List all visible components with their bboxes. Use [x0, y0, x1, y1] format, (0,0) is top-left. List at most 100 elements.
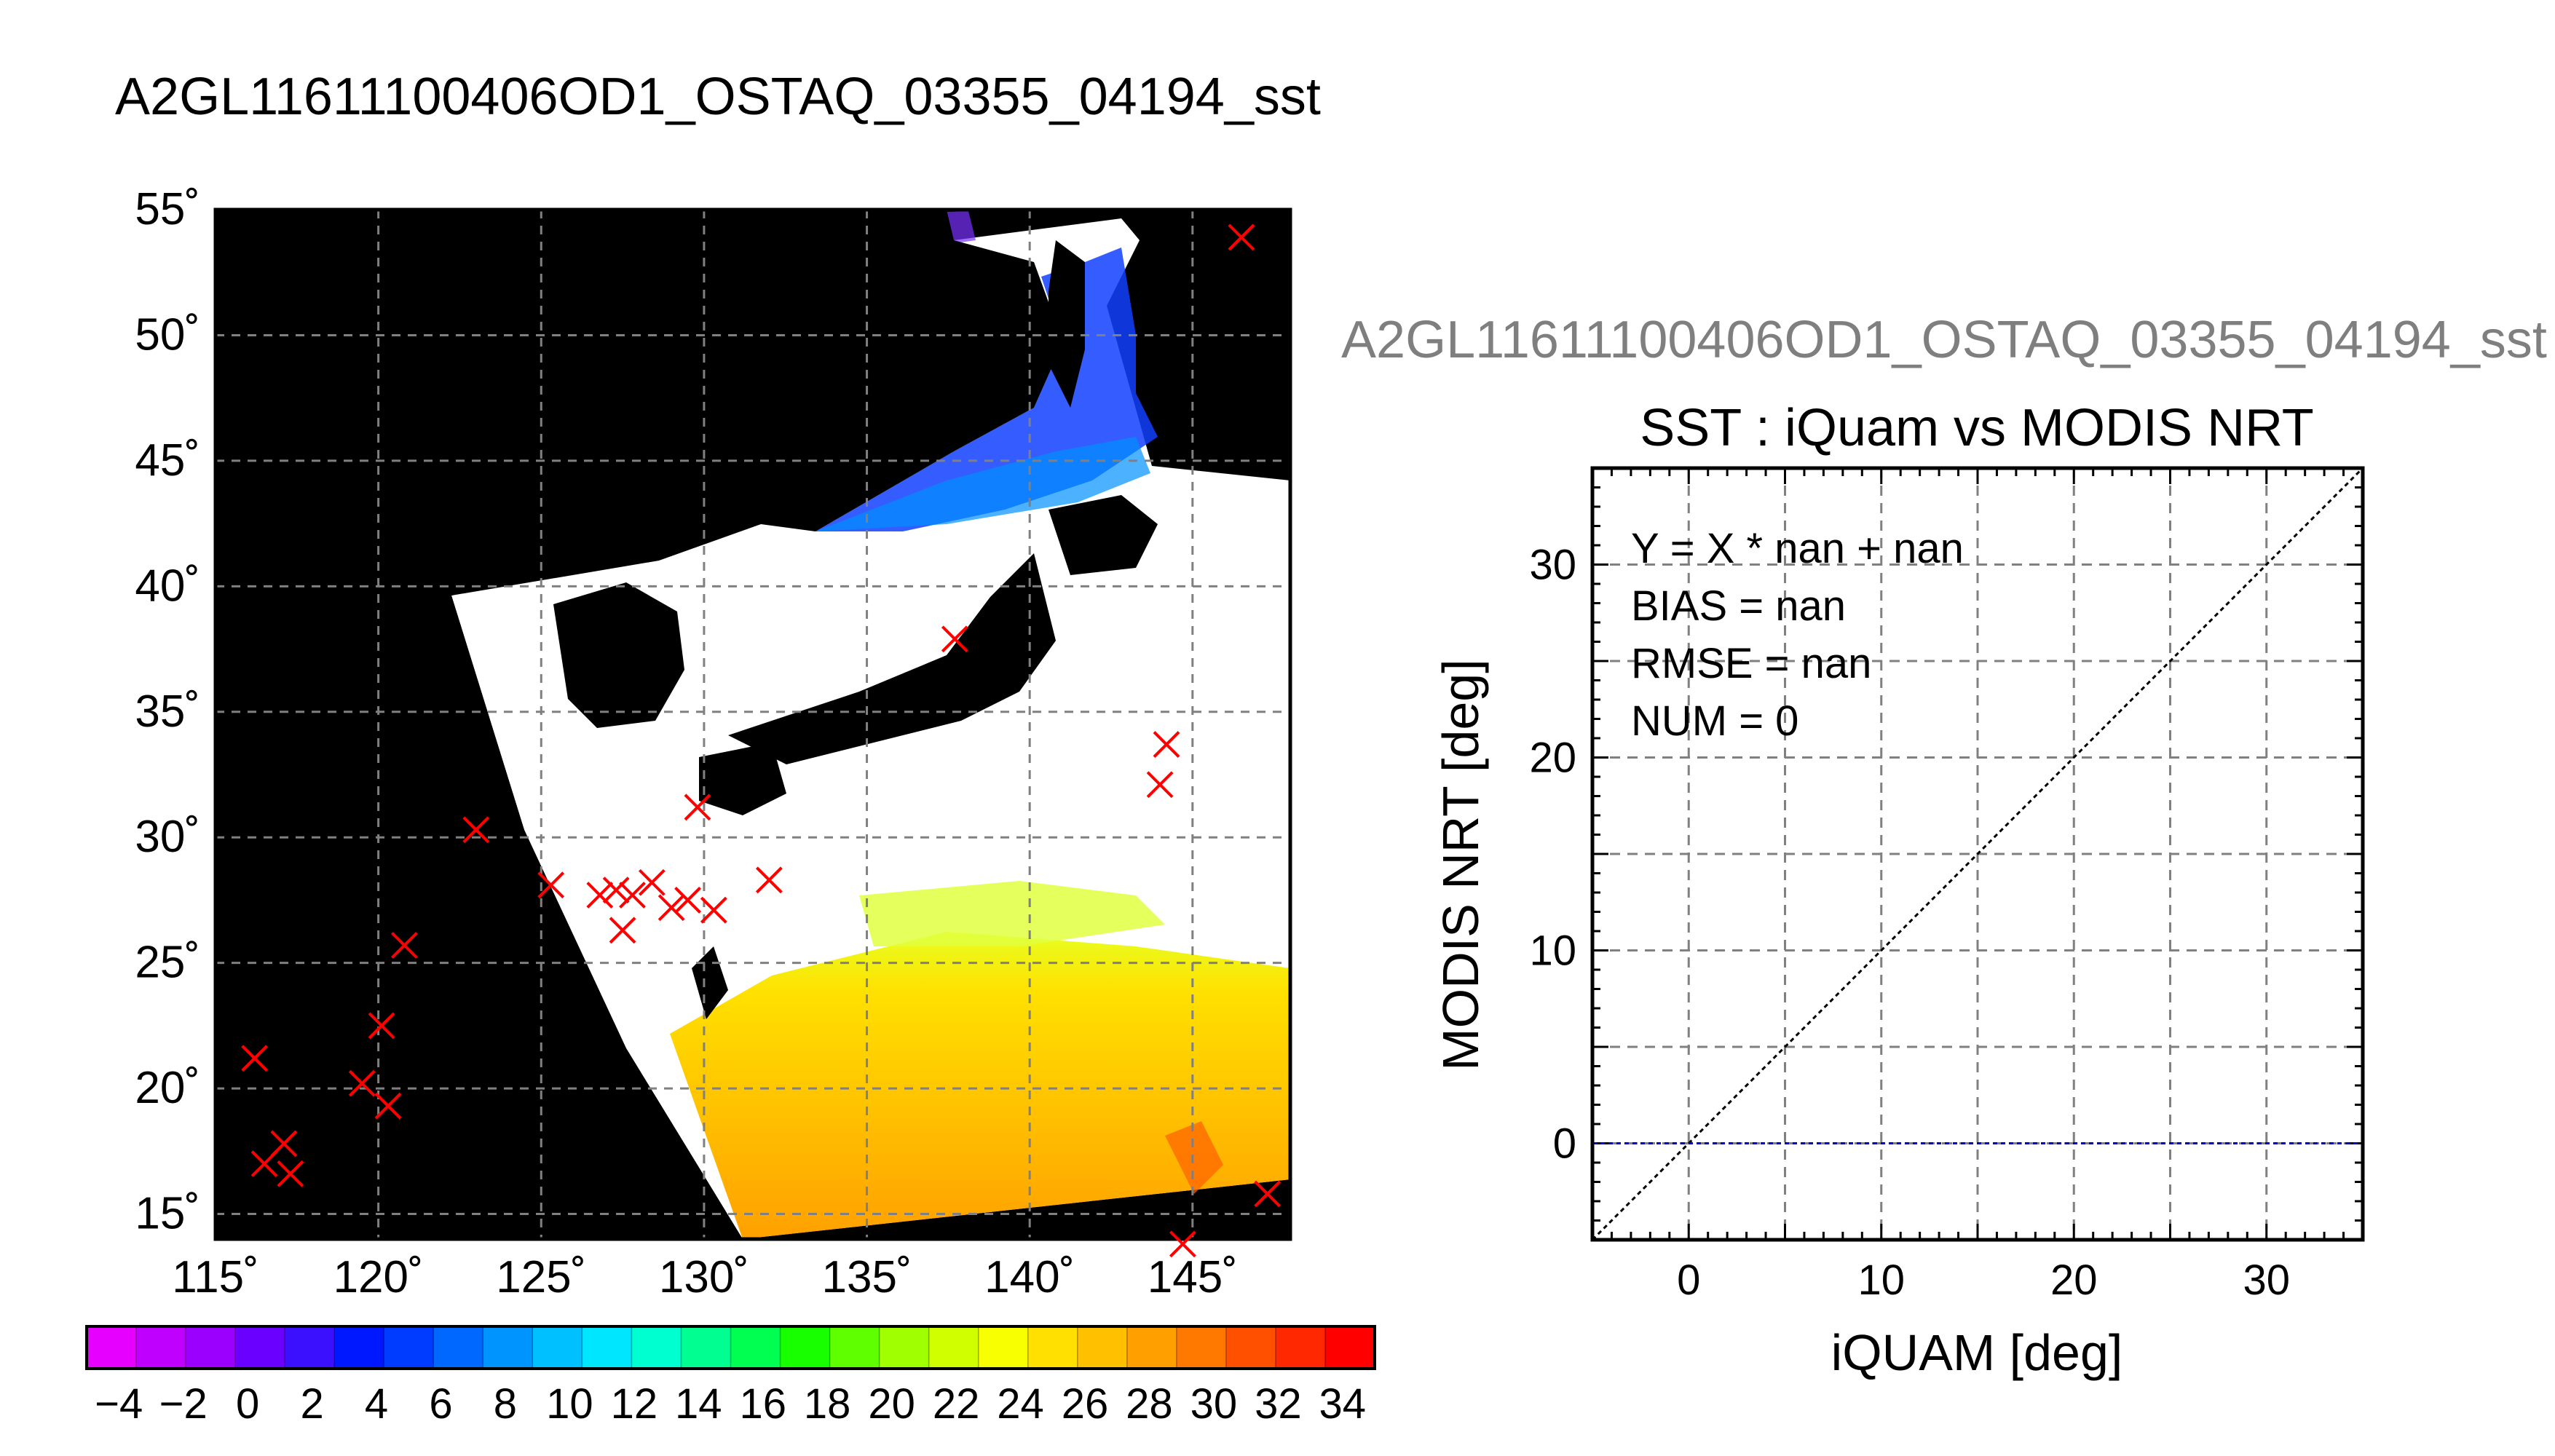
colorbar-cell [235, 1326, 286, 1369]
iquam-marker [700, 896, 727, 924]
scatter-ytick-label: 30 [1529, 542, 1576, 589]
iquam-marker [1228, 223, 1255, 251]
scatter-xtick-label: 30 [2243, 1257, 2290, 1304]
map-lat-label: 35˚ [135, 687, 200, 737]
stat-bias: BIAS = nan [1631, 582, 1846, 630]
scatter-ylabel: MODIS NRT [deg] [1432, 659, 1489, 1070]
colorbar-cell [87, 1326, 138, 1369]
colorbar-cell [879, 1326, 930, 1369]
iquam-marker [602, 877, 630, 904]
scatter-frame [1590, 466, 2365, 1242]
scatter-xtick-label: 10 [1857, 1257, 1905, 1304]
taiwan [692, 946, 728, 1019]
iquam-marker [638, 869, 666, 896]
iquam-marker [1169, 1230, 1196, 1258]
stat-fit: Y = X * nan + nan [1631, 525, 1964, 572]
colorbar-cell [928, 1326, 979, 1369]
iquam-marker [1153, 731, 1180, 759]
colorbar-label: 2 [300, 1380, 323, 1428]
japan-kyushu [699, 743, 786, 815]
map-lon-label: 120˚ [333, 1252, 424, 1302]
map-lat-label: 30˚ [135, 812, 200, 862]
map-lat-label: 20˚ [135, 1063, 200, 1113]
map-lat-label: 25˚ [135, 938, 200, 988]
scatter-xtick-label: 20 [2050, 1257, 2098, 1304]
iquam-marker [586, 882, 614, 909]
iquam-marker [619, 882, 646, 909]
iquam-marker [462, 816, 490, 844]
iquam-marker [684, 794, 711, 821]
colorbar-cell [433, 1326, 484, 1369]
colorbar-cell [829, 1326, 880, 1369]
asian-mainland [216, 210, 1063, 1239]
map-lat-label: 45˚ [135, 435, 200, 486]
colorbar-cell [1126, 1326, 1177, 1369]
stat-num: NUM = 0 [1631, 697, 1798, 745]
colorbar-cell [384, 1326, 435, 1369]
colorbar-label: 32 [1255, 1380, 1302, 1428]
iquam-marker [368, 1012, 395, 1040]
map-lon-label: 125˚ [496, 1252, 586, 1302]
iquam-marker [348, 1069, 376, 1097]
iquam-marker [241, 1045, 269, 1072]
colorbar-cell [631, 1326, 682, 1369]
colorbar-cell [1077, 1326, 1128, 1369]
map-lat-label: 15˚ [135, 1189, 200, 1239]
colorbar-label: 16 [739, 1380, 786, 1428]
colorbar-cell [978, 1326, 1029, 1369]
page-title: A2GL11611100406OD1_OSTAQ_03355_04194_sst [115, 68, 1321, 126]
colorbar-label: −4 [95, 1380, 143, 1428]
map-lon-label: 140˚ [984, 1252, 1075, 1302]
iquam-marker [941, 625, 968, 653]
colorbar-label: 18 [804, 1380, 851, 1428]
iquam-marker [674, 887, 701, 914]
colorbar-label: 8 [494, 1380, 517, 1428]
colorbar-label: 34 [1319, 1380, 1367, 1428]
colorbar-cell [1275, 1326, 1326, 1369]
identity-line [1591, 467, 2364, 1241]
colorbar-label: 26 [1062, 1380, 1109, 1428]
colorbar-label: 10 [546, 1380, 593, 1428]
colorbar-cell [136, 1326, 187, 1369]
korea [553, 582, 684, 728]
colorbar-label: 4 [365, 1380, 388, 1428]
scatter-xlabel: iQUAM [deg] [1831, 1324, 2123, 1381]
colorbar-label: −2 [159, 1380, 208, 1428]
map-lon-label: 145˚ [1148, 1252, 1238, 1302]
colorbar-frame [85, 1325, 1376, 1370]
scatter-ytick-label: 20 [1529, 735, 1576, 782]
colorbar-label: 24 [997, 1380, 1044, 1428]
hokkaido [1049, 495, 1158, 575]
colorbar-cell [334, 1326, 385, 1369]
iquam-marker [755, 866, 783, 894]
map-lon-label: 115˚ [172, 1252, 259, 1302]
colorbar-label: 30 [1190, 1380, 1238, 1428]
colorbar-label: 0 [236, 1380, 259, 1428]
colorbar-cell [1225, 1326, 1276, 1369]
lemon-sea-band [859, 881, 1165, 946]
scatter-ytick-label: 10 [1529, 927, 1576, 975]
hot-sea-patch [1165, 1121, 1223, 1194]
colorbar-cell [483, 1326, 534, 1369]
iquam-marker [374, 1092, 402, 1120]
stat-rmse: RMSE = nan [1631, 640, 1871, 687]
scatter-ytick-label: 0 [1553, 1120, 1576, 1168]
colorbar-cell [1027, 1326, 1078, 1369]
iquam-marker [609, 917, 636, 944]
colorbar-cell [1324, 1326, 1375, 1369]
iquam-marker [1254, 1180, 1282, 1208]
map-lat-label: 40˚ [135, 561, 200, 611]
colorbar-cell [1176, 1326, 1227, 1369]
iquam-marker [657, 894, 685, 922]
colorbar-label: 14 [675, 1380, 722, 1428]
scatter-xtick-label: 0 [1677, 1257, 1700, 1304]
colorbar-cell [681, 1326, 732, 1369]
map-lat-label: 50˚ [135, 309, 200, 360]
colorbar-cell [780, 1326, 831, 1369]
colorbar-cell [730, 1326, 781, 1369]
sakhalin [1049, 240, 1085, 408]
iquam-marker [277, 1160, 304, 1187]
